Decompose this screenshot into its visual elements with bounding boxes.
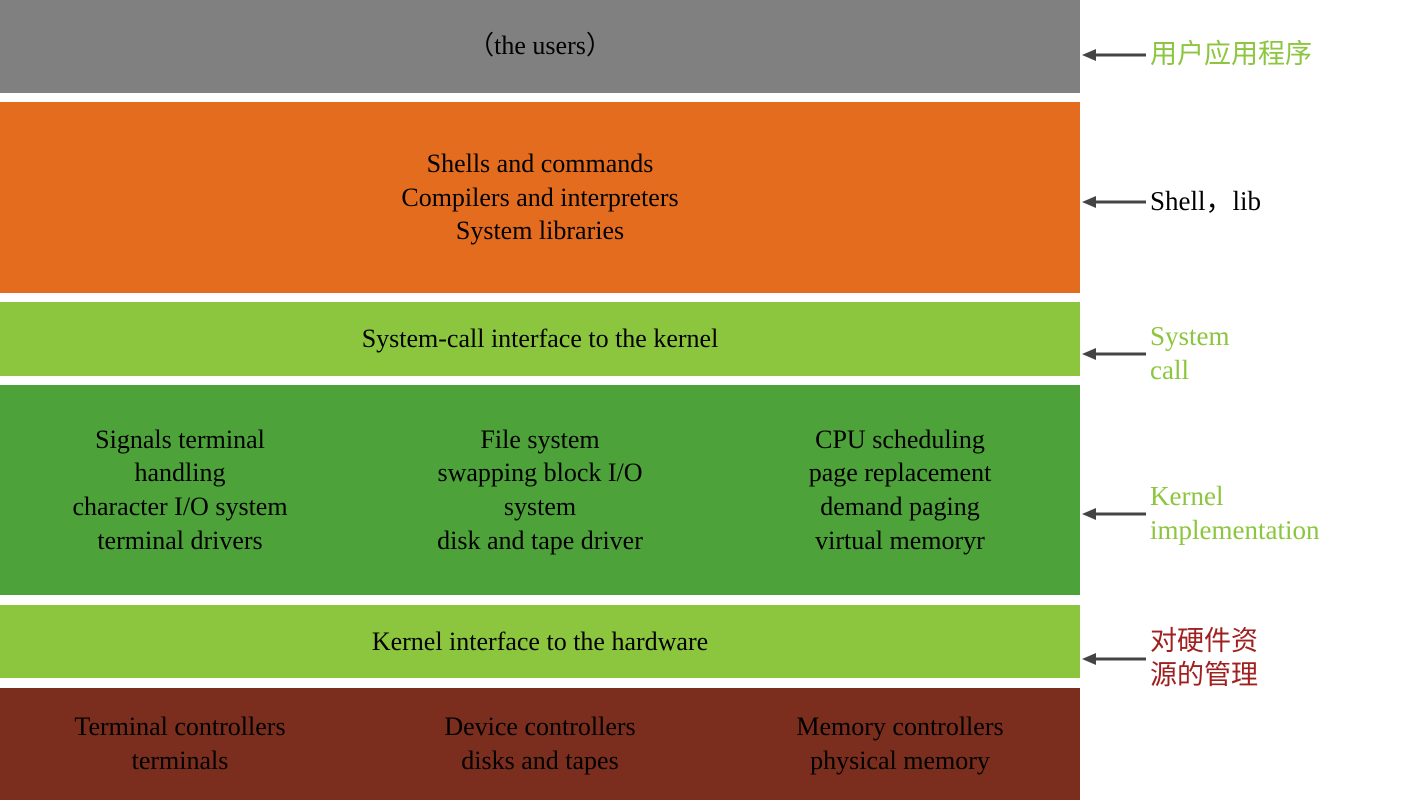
shell-line: Compilers and interpreters (401, 181, 678, 215)
label-line: System (1150, 320, 1230, 354)
label-text: Kernel implementation (1150, 480, 1319, 548)
label-line: 源的管理 (1150, 659, 1258, 693)
arrow-left-icon (1080, 644, 1150, 674)
kernel-cell: swapping block I/O (368, 456, 712, 490)
gap (0, 293, 1080, 303)
hw-cell: terminals (8, 744, 352, 778)
kernel-col-2: File system swapping block I/O system di… (360, 423, 720, 558)
os-layer-diagram: （the users） Shells and commands Compiler… (0, 0, 1080, 800)
hw-cell: Terminal controllers (8, 710, 352, 744)
kernel-cell: system (368, 490, 712, 524)
kernel-cell: character I/O system (8, 490, 352, 524)
kernel-cell: CPU scheduling (728, 423, 1072, 457)
label-text: System call (1150, 320, 1230, 388)
gap (0, 93, 1080, 103)
label-line: Kernel (1150, 480, 1319, 514)
kernel-cell: page replacement (728, 456, 1072, 490)
label-syscall: System call (1080, 320, 1230, 388)
label-text: 对硬件资 源的管理 (1150, 625, 1258, 693)
label-line: 对硬件资 (1150, 625, 1258, 659)
side-labels: 用户应用程序 Shell，lib System call (1080, 0, 1404, 800)
kernel-cell: File system (368, 423, 712, 457)
label-line: implementation (1150, 514, 1319, 548)
arrow-left-icon (1080, 40, 1150, 70)
layer-hardware: Terminal controllers terminals Device co… (0, 688, 1080, 800)
hw-cell: Device controllers (368, 710, 712, 744)
label-line: call (1150, 354, 1230, 388)
hw-cell: disks and tapes (368, 744, 712, 778)
hw-col-2: Device controllers disks and tapes (360, 710, 720, 778)
label-text: Shell，lib (1150, 185, 1261, 219)
arrow-left-icon (1080, 187, 1150, 217)
hw-col-1: Terminal controllers terminals (0, 710, 360, 778)
label-kernel: Kernel implementation (1080, 480, 1319, 548)
kernel-cell: disk and tape driver (368, 524, 712, 558)
kernel-cell: Signals terminal (8, 423, 352, 457)
layer-shell-text: Shells and commands Compilers and interp… (401, 147, 678, 248)
shell-line: Shells and commands (401, 147, 678, 181)
hw-cell: Memory controllers (728, 710, 1072, 744)
gap (0, 595, 1080, 605)
kernel-cell: terminal drivers (8, 524, 352, 558)
kernel-cell: handling (8, 456, 352, 490)
arrow-left-icon (1080, 499, 1150, 529)
label-shell: Shell，lib (1080, 185, 1261, 219)
shell-line: System libraries (401, 214, 678, 248)
layer-syscall: System-call interface to the kernel (0, 302, 1080, 375)
kernel-col-3: CPU scheduling page replacement demand p… (720, 423, 1080, 558)
layer-shell: Shells and commands Compilers and interp… (0, 102, 1080, 292)
kernel-cell: demand paging (728, 490, 1072, 524)
label-hw: 对硬件资 源的管理 (1080, 625, 1258, 693)
label-users: 用户应用程序 (1080, 38, 1312, 72)
hw-col-3: Memory controllers physical memory (720, 710, 1080, 778)
hw-cell: physical memory (728, 744, 1072, 778)
gap (0, 678, 1080, 688)
arrow-left-icon (1080, 339, 1150, 369)
layer-kernel: Signals terminal handling character I/O … (0, 385, 1080, 595)
kernel-cell: virtual memoryr (728, 524, 1072, 558)
layer-users: （the users） (0, 0, 1080, 93)
layer-hwiface: Kernel interface to the hardware (0, 605, 1080, 678)
kernel-col-1: Signals terminal handling character I/O … (0, 423, 360, 558)
gap (0, 376, 1080, 386)
label-text: 用户应用程序 (1150, 38, 1312, 72)
